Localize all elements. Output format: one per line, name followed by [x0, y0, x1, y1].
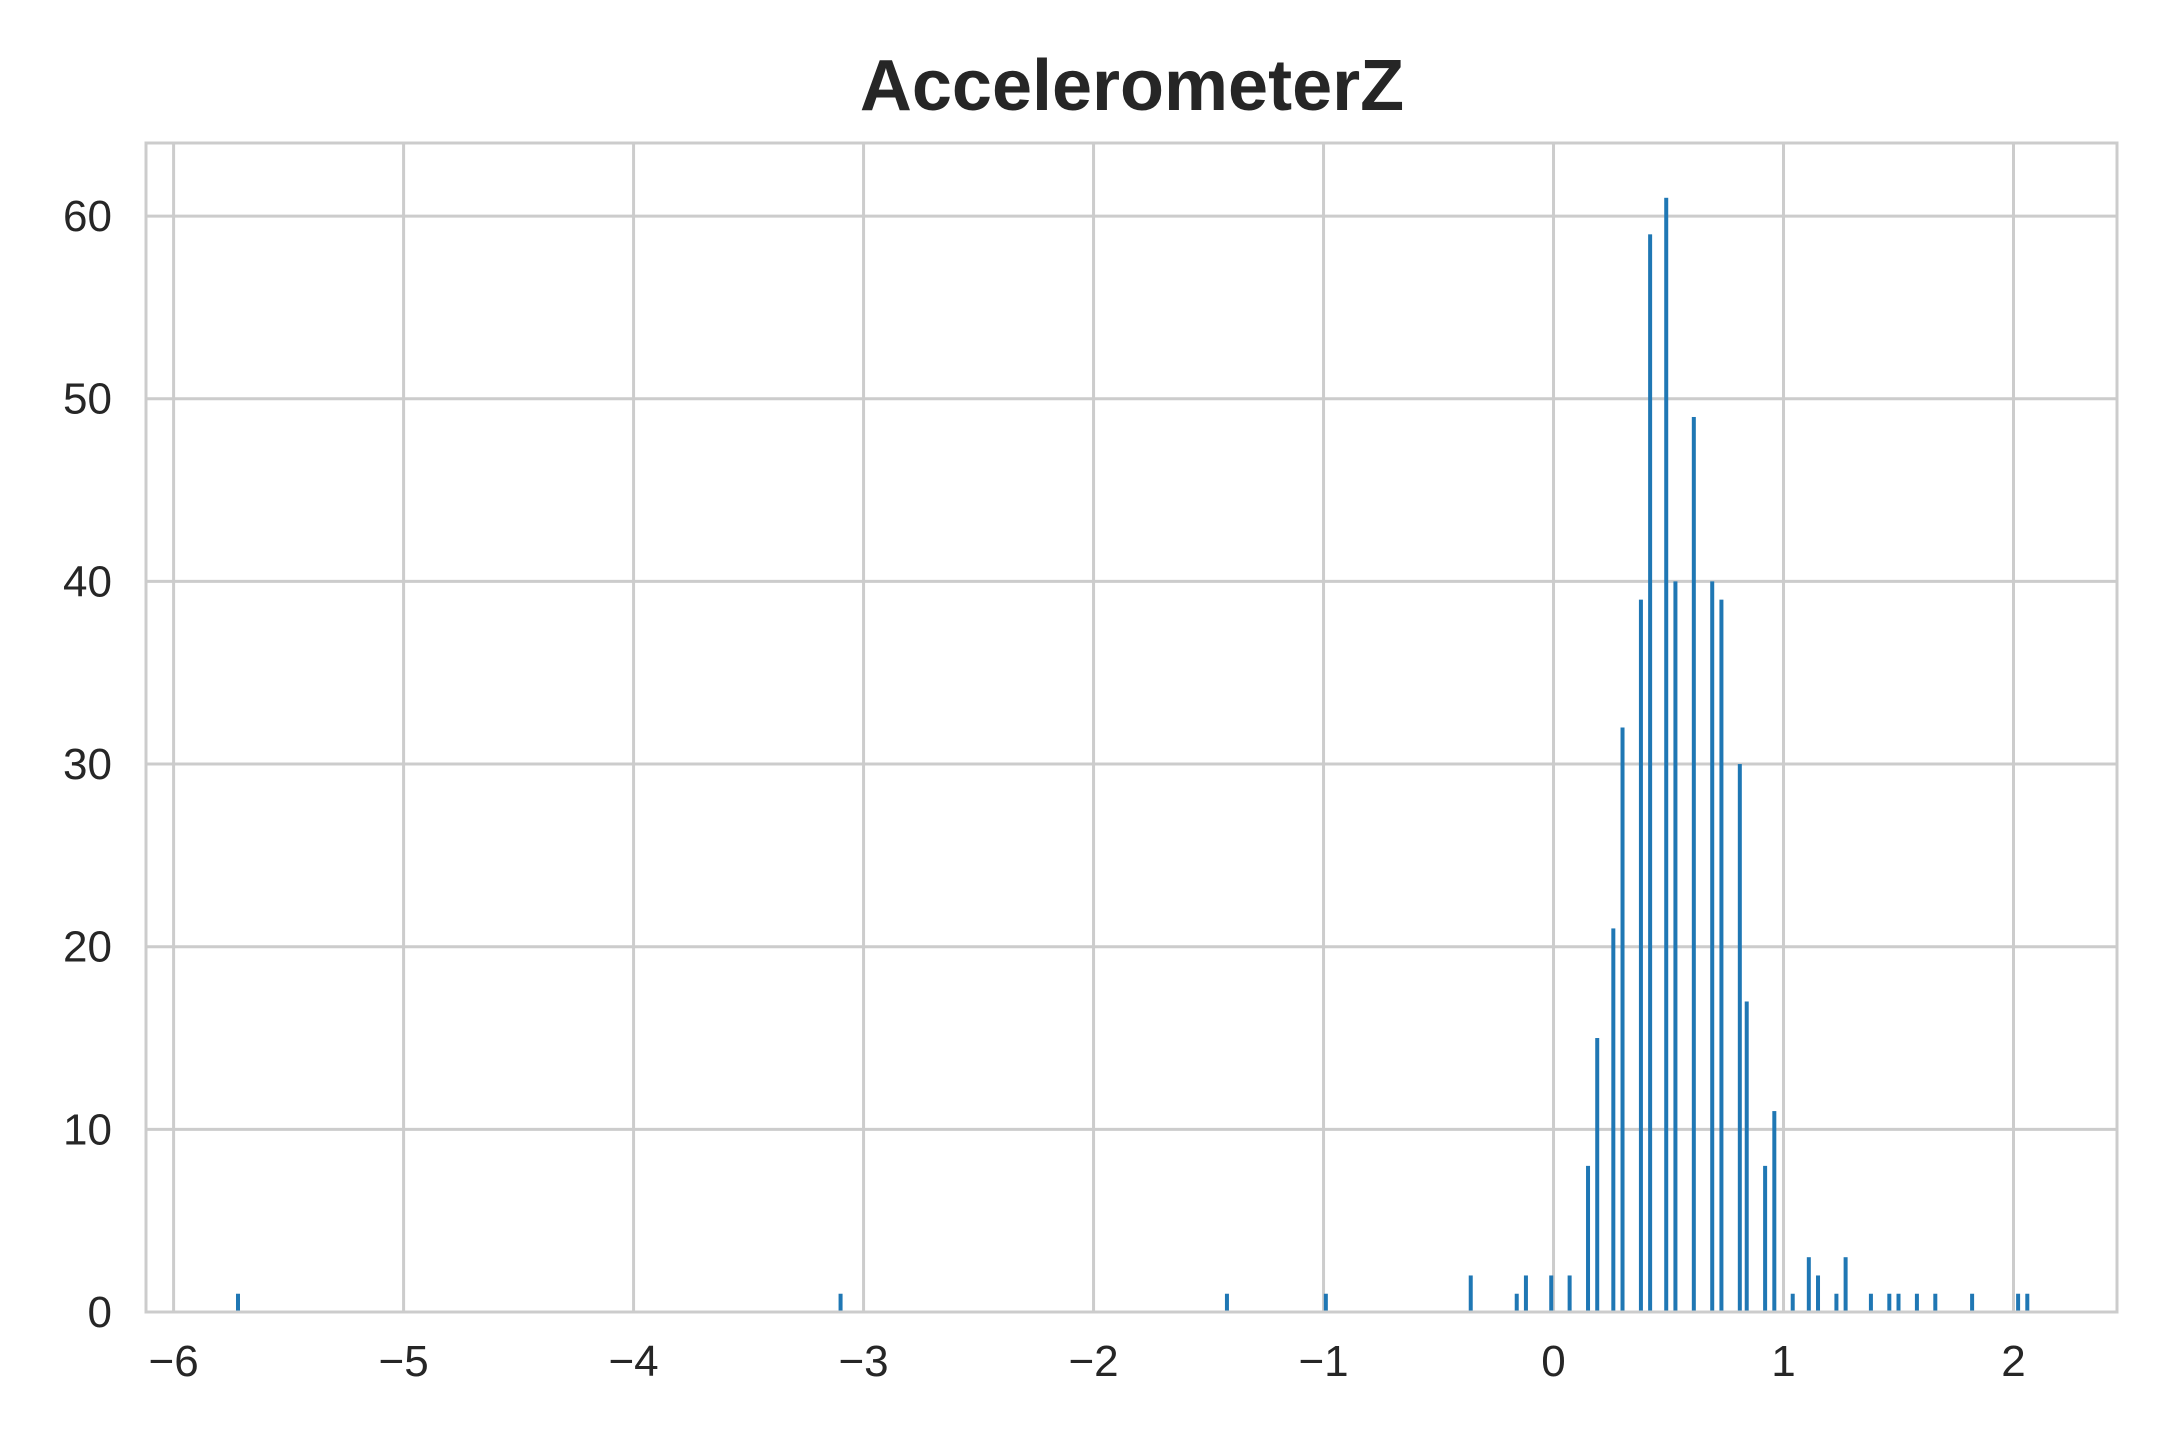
y-tick-label: 0 [88, 1288, 112, 1337]
histogram-bar [1691, 416, 1696, 1312]
histogram-bar [1834, 1293, 1839, 1312]
y-tick-label: 50 [63, 375, 112, 424]
x-tick-label: 1 [1771, 1337, 1795, 1386]
histogram-bar [1638, 599, 1643, 1312]
histogram-bar [2016, 1293, 2021, 1312]
x-tick-label: −6 [149, 1337, 199, 1386]
x-tick-label: −1 [1298, 1337, 1348, 1386]
histogram-bar [1586, 1165, 1591, 1312]
chart-title: AccelerometerZ [860, 46, 1404, 126]
histogram-bar [1843, 1257, 1848, 1312]
histogram-bar [1896, 1293, 1901, 1312]
y-tick-label: 60 [63, 192, 112, 241]
histogram-bar [1648, 234, 1653, 1312]
histogram-bar [1224, 1293, 1229, 1312]
y-tick-label: 10 [63, 1105, 112, 1154]
y-tick-label: 20 [63, 923, 112, 972]
histogram-bar [1806, 1257, 1811, 1312]
histogram-bar [1673, 581, 1678, 1312]
histogram-bar [1710, 581, 1715, 1312]
y-tick-label: 30 [63, 740, 112, 789]
y-tick-label: 40 [63, 557, 112, 606]
histogram-bar [1567, 1275, 1572, 1312]
histogram-bar [1744, 1001, 1749, 1312]
histogram-bar [838, 1293, 843, 1312]
histogram-bar [1620, 727, 1625, 1312]
histogram-bar [2025, 1293, 2030, 1312]
x-tick-label: −2 [1068, 1337, 1118, 1386]
histogram-bar [1514, 1293, 1519, 1312]
x-tick-label: −3 [838, 1337, 888, 1386]
x-tick-label: −4 [608, 1337, 658, 1386]
histogram-bar [1914, 1293, 1919, 1312]
histogram-bar [1523, 1275, 1528, 1312]
x-tick-label: 2 [2001, 1337, 2025, 1386]
histogram-bar [1549, 1275, 1554, 1312]
histogram-bar [1933, 1293, 1938, 1312]
histogram-bar [1970, 1293, 1975, 1312]
x-tick-label: 0 [1541, 1337, 1565, 1386]
histogram-bar [1719, 599, 1724, 1312]
histogram-bar [1790, 1293, 1795, 1312]
histogram-bar [1763, 1165, 1768, 1312]
histogram-bar [1816, 1275, 1821, 1312]
histogram-bar [1772, 1111, 1777, 1312]
histogram-bar [1468, 1275, 1473, 1312]
bars [235, 197, 2030, 1312]
histogram-bar [1737, 764, 1742, 1312]
x-axis-ticks: −6 −5 −4 −3 −2 −1 0 1 2 [149, 1337, 2026, 1386]
histogram-bar [1611, 928, 1616, 1312]
x-tick-label: −5 [379, 1337, 429, 1386]
histogram-bar [1664, 197, 1669, 1312]
histogram-bar [1323, 1293, 1328, 1312]
grid [146, 143, 2117, 1314]
plot-frame [144, 141, 2119, 1314]
histogram-bar [1595, 1038, 1600, 1312]
histogram-bar [235, 1293, 240, 1312]
y-axis-ticks: 0 10 20 30 40 50 60 [63, 192, 112, 1337]
histogram-bar [1887, 1293, 1892, 1312]
histogram-bar [1868, 1293, 1873, 1312]
